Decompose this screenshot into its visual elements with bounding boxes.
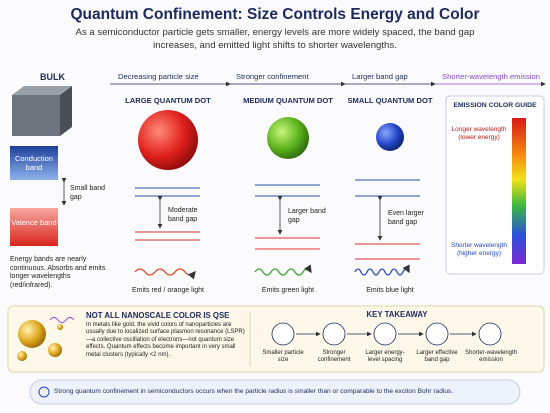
flow-step: Decreasing particle size [118, 72, 199, 81]
gap-label: Larger band gap [288, 208, 326, 224]
subtitle: As a semiconductor particle gets smaller… [75, 27, 475, 51]
emission-label: Emits blue light [366, 287, 414, 294]
guide-short: Shorter wavelength (higher energy) [450, 242, 507, 257]
guide-long: Longer wavelength (lower energy) [451, 126, 507, 141]
bulk-label: BULK [40, 72, 65, 82]
info-icon [38, 386, 50, 398]
gap-label: Even larger band gap [388, 210, 424, 226]
note-text: In metals like gold, the vivid colors of… [86, 322, 245, 358]
large-dot [138, 110, 198, 170]
takeaway-step: Larger energy-level spacing [365, 350, 405, 363]
valence-band [10, 208, 58, 246]
takeaway-step: Stronger confinement [317, 350, 351, 363]
guide-title: EMISSION COLOR GUIDE [453, 102, 537, 109]
valence-label: Valence band [11, 218, 57, 227]
flow-step: Larger band gap [352, 72, 408, 81]
conduction-label: Conduction band [15, 154, 53, 172]
footer-box [29, 379, 521, 405]
dot-label: MEDIUM QUANTUM DOT [243, 96, 333, 105]
emission-label: Emits green light [261, 287, 315, 294]
small-dot [376, 123, 404, 151]
footer: Strong quantum confinement in semiconduc… [54, 388, 454, 395]
conduction-band [10, 146, 58, 180]
emission-waves [134, 264, 410, 280]
gold-particles [17, 317, 75, 361]
takeaway-step: Larger effective band gap [416, 350, 458, 363]
flow-step: Stronger confinement [236, 72, 309, 81]
dot-label: SMALL QUANTUM DOT [347, 96, 433, 105]
bulk-cube [12, 86, 72, 136]
gap-label: Small band gap [70, 185, 106, 201]
gap-label: Moderate band gap [168, 207, 198, 223]
flow-step: Shorter-wavelength emission [442, 72, 540, 81]
title: Quantum Confinement: Size Controls Energ… [70, 6, 480, 23]
bulk-note: Energy bands are nearly continuous. Abso… [10, 256, 106, 289]
emission-label: Emits red / orange light [132, 287, 204, 294]
dot-label: LARGE QUANTUM DOT [125, 96, 211, 105]
medium-dot [267, 117, 309, 159]
takeaway-step: Smaller particle size [262, 350, 304, 363]
energy-levels [135, 179, 420, 260]
spectrum-bar [512, 118, 526, 264]
note-title: NOT ALL NANOSCALE COLOR IS QSE [86, 311, 230, 320]
takeaway-icons [271, 322, 502, 346]
takeaway-title: KEY TAKEAWAY [366, 310, 428, 319]
takeaway-step: Shorter-wavelength emission [464, 350, 518, 363]
